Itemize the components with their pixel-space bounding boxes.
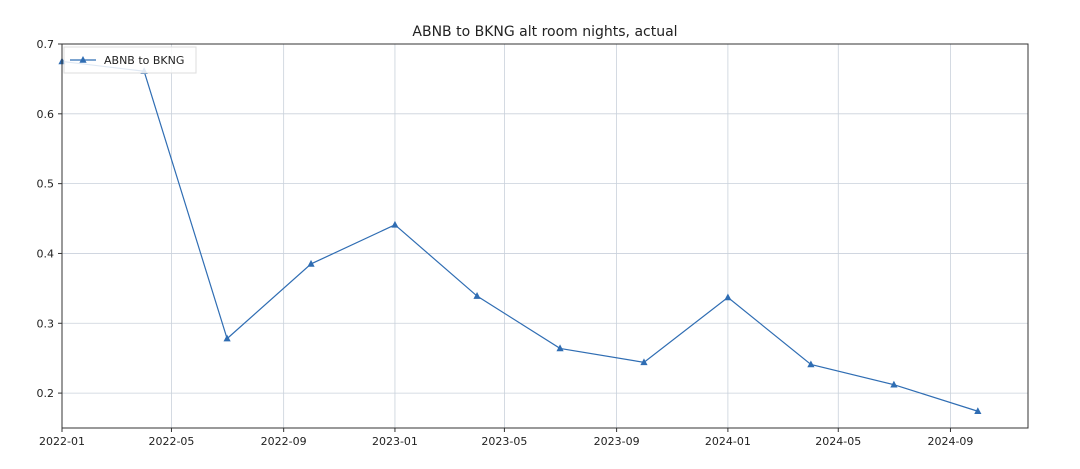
x-tick-label: 2024-01 — [705, 435, 751, 448]
grid-lines — [61, 43, 1028, 428]
data-point — [391, 220, 399, 228]
series-group — [58, 57, 982, 415]
data-point — [640, 358, 648, 366]
y-tick-label: 0.3 — [37, 317, 55, 330]
data-point — [724, 293, 732, 301]
data-point — [890, 380, 898, 388]
x-tick-label: 2024-05 — [815, 435, 861, 448]
data-point — [807, 360, 815, 368]
x-tick-label: 2023-09 — [594, 435, 640, 448]
chart-title: ABNB to BKNG alt room nights, actual — [412, 24, 677, 40]
y-tick-label: 0.2 — [37, 387, 55, 400]
y-tick-label: 0.6 — [37, 108, 55, 121]
x-tick-label: 2022-05 — [148, 435, 194, 448]
x-tick-label: 2023-05 — [481, 435, 527, 448]
axis-ticks: 2022-01 2022-05 2022-09 2023-01 2023-05 2023-… — [37, 38, 974, 448]
data-point — [307, 259, 315, 267]
x-tick-label: 2023-01 — [372, 435, 418, 448]
y-tick-label: 0.5 — [37, 178, 55, 191]
legend-entry: ABNB to BKNG — [104, 54, 184, 67]
y-tick-label: 0.7 — [37, 38, 55, 51]
x-tick-label: 2024-09 — [927, 435, 973, 448]
data-point — [556, 344, 564, 352]
y-tick-label: 0.4 — [37, 247, 55, 260]
plot-frame — [61, 43, 1029, 429]
x-tick-label: 2022-09 — [261, 435, 307, 448]
data-point — [974, 407, 982, 415]
data-point — [473, 292, 481, 299]
data-point — [223, 334, 231, 342]
legend: ABNB to BKNG — [63, 46, 197, 74]
x-tick-label: 2022-01 — [39, 435, 85, 448]
legend-marker-icon — [79, 56, 87, 63]
series-line — [61, 60, 979, 412]
